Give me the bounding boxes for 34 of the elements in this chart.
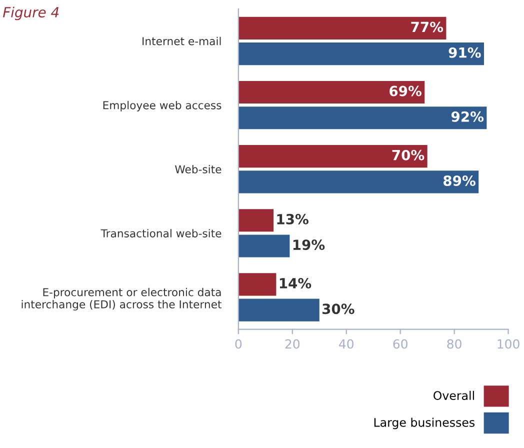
bar — [238, 209, 274, 232]
bar — [238, 80, 425, 104]
data-label: 30% — [322, 304, 354, 314]
y-tick-label: E-procurement or electronic data interchange (EDI) across the Internet — [22, 288, 222, 311]
data-label: 13% — [277, 214, 308, 224]
x-tick-label: 20 — [285, 339, 300, 349]
bar — [238, 234, 290, 258]
bar — [238, 298, 320, 322]
y-tick-label: Web-site — [175, 165, 222, 174]
data-label: 91% — [448, 47, 481, 58]
data-label: 92% — [451, 111, 484, 122]
x-tick-label: 80 — [447, 339, 462, 349]
data-label: 14% — [280, 278, 312, 288]
bar — [238, 16, 446, 40]
text: Figure 4 — [2, 6, 59, 20]
x-tick-label: 60 — [393, 339, 408, 349]
bar — [238, 145, 428, 168]
y-tick-label: Employee web access — [103, 100, 222, 112]
data-label: 89% — [444, 175, 476, 186]
data-label: 19% — [293, 240, 325, 250]
legend-label: Large businesses — [374, 418, 475, 430]
y-tick-label: Internet e-mail — [142, 36, 221, 46]
data-label: 70% — [392, 150, 424, 160]
x-tick-label: 40 — [339, 339, 354, 349]
y-tick-label: Transactional web-site — [100, 229, 222, 238]
data-label: 77% — [411, 22, 444, 32]
legend-label: Overall — [434, 390, 474, 400]
bar — [238, 170, 479, 194]
data-label: 69% — [390, 86, 422, 96]
bar — [238, 42, 484, 66]
bar — [238, 106, 487, 130]
bar — [238, 273, 276, 296]
x-tick-label: 0 — [235, 339, 242, 349]
x-tick-label: 100 — [498, 339, 520, 349]
